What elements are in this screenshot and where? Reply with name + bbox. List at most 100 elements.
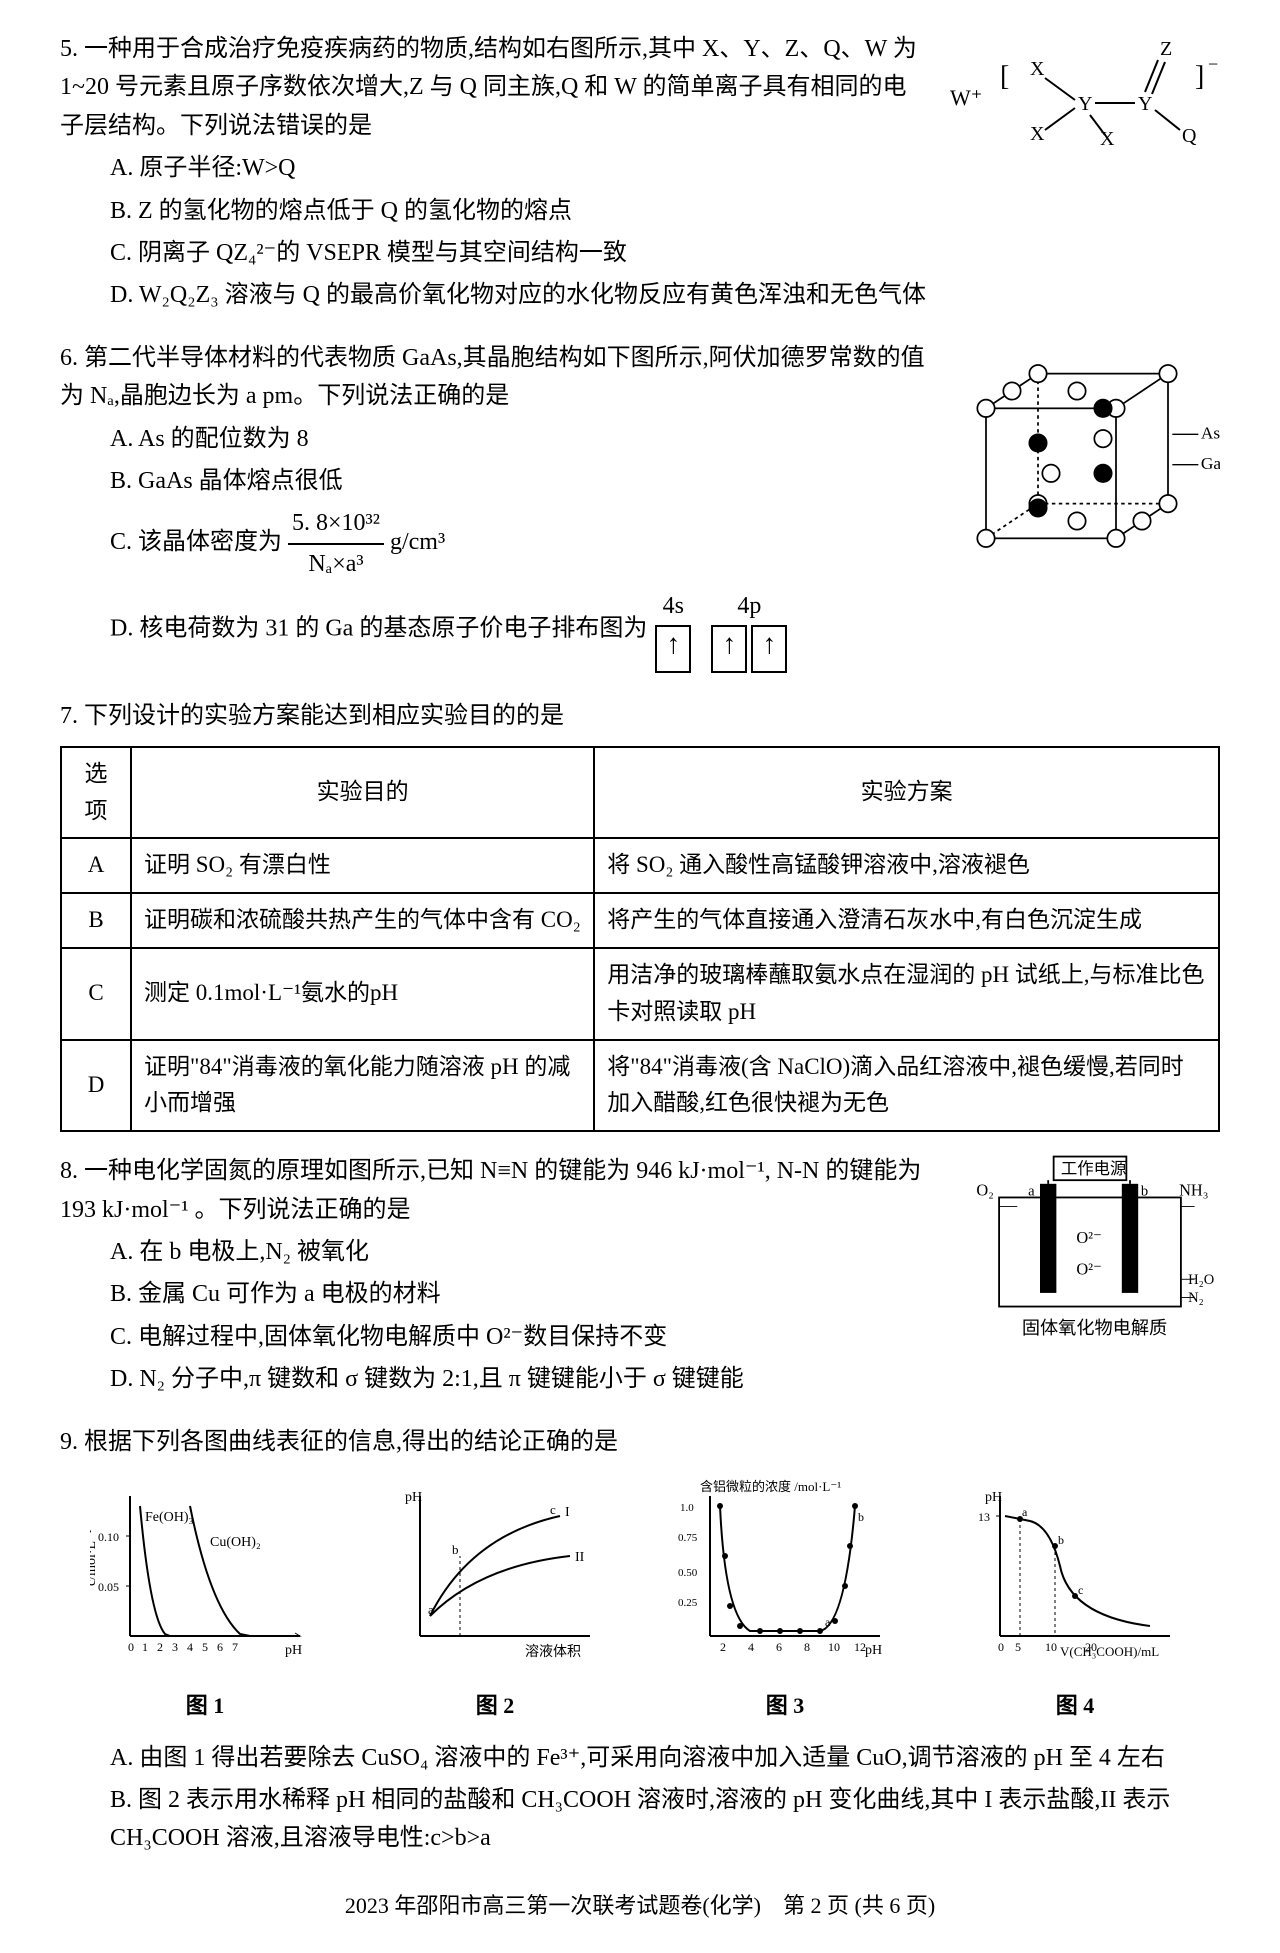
th-plan: 实验方案 <box>594 747 1219 839</box>
svg-text:b: b <box>1058 1533 1064 1547</box>
q9-number: 9. <box>60 1429 78 1455</box>
svg-text:Y: Y <box>1078 93 1092 115</box>
q9-text: 根据下列各图曲线表征的信息,得出的结论正确的是 <box>84 1429 618 1455</box>
chart-2: pH 溶液体积 I II a b c 图 2 <box>380 1476 610 1724</box>
orbital-box-icon: ↑ <box>655 625 691 673</box>
svg-text:Fe(OH)₃: Fe(OH)₃ <box>145 1510 194 1525</box>
svg-text:II: II <box>575 1550 585 1565</box>
svg-text:4: 4 <box>187 1640 193 1654</box>
svg-text:1: 1 <box>142 1640 148 1654</box>
question-5: W⁺ [ X X Y X Y Z Q ] − 5. 一种用于合成治疗免疫疾病药的… <box>60 30 1220 319</box>
svg-text:8: 8 <box>804 1640 810 1654</box>
table-row: D 证明"84"消毒液的氧化能力随溶液 pH 的减小而增强 将"84"消毒液(含… <box>61 1040 1219 1132</box>
svg-text:a: a <box>428 1602 434 1617</box>
chart1-label: 图 1 <box>90 1688 320 1723</box>
chart-1: c/mol·L⁻¹ pH Fe(OH)₃ Cu(OH)₂ 0.10 0.05 0… <box>90 1476 320 1724</box>
svg-text:pH: pH <box>405 1490 422 1505</box>
label-4p: 4p <box>737 593 761 619</box>
q9-optA: A. 由图 1 得出若要除去 CuSO₄ 溶液中的 Fe³⁺,可采用向溶液中加入… <box>60 1739 1220 1777</box>
chart4-label: 图 4 <box>960 1688 1190 1723</box>
question-9: 9. 根据下列各图曲线表征的信息,得出的结论正确的是 c/mol·L⁻¹ pH … <box>60 1423 1220 1858</box>
svg-text:0: 0 <box>998 1640 1004 1654</box>
svg-text:3: 3 <box>172 1640 178 1654</box>
q9-optB: B. 图 2 表示用水稀释 pH 相同的盐酸和 CH₃COOH 溶液时,溶液的 … <box>60 1781 1220 1858</box>
svg-text:b: b <box>452 1542 459 1557</box>
q8-number: 8. <box>60 1158 78 1184</box>
q7-text: 下列设计的实验方案能达到相应实验目的的是 <box>84 703 564 729</box>
svg-text:4: 4 <box>748 1640 754 1654</box>
q6-text: 第二代半导体材料的代表物质 GaAs,其晶胞结构如下图所示,阿伏加德罗常数的值为… <box>60 345 925 409</box>
svg-text:b: b <box>1141 1184 1148 1200</box>
svg-text:pH: pH <box>985 1490 1002 1505</box>
experiment-table: 选项 实验目的 实验方案 A 证明 SO₂ 有漂白性 将 SO₂ 通入酸性高锰酸… <box>60 746 1220 1132</box>
svg-text:]: ] <box>1195 61 1204 92</box>
svg-text:Z: Z <box>1160 38 1172 60</box>
orbital-box-icon: ↑ <box>751 625 787 673</box>
table-row: A 证明 SO₂ 有漂白性 将 SO₂ 通入酸性高锰酸钾溶液中,溶液褪色 <box>61 838 1219 893</box>
svg-text:N₂: N₂ <box>1188 1290 1204 1306</box>
svg-text:Ga: Ga <box>1201 454 1220 473</box>
q5-number: 5. <box>60 36 78 62</box>
question-6: As Ga 6. 第二代半导体材料的代表物质 GaAs,其晶胞结构如下图所示,阿… <box>60 339 1220 678</box>
svg-text:Y: Y <box>1138 93 1152 115</box>
svg-text:0.05: 0.05 <box>98 1580 119 1594</box>
chart-3: 含铝微粒的浓度 /mol·L⁻¹ pH a b 1.0 0.75 0.50 0.… <box>670 1476 900 1724</box>
q7-number: 7. <box>60 703 78 729</box>
svg-text:−: − <box>1208 54 1218 74</box>
svg-text:I: I <box>565 1505 570 1520</box>
svg-text:6: 6 <box>217 1640 223 1654</box>
svg-text:12: 12 <box>854 1640 866 1654</box>
svg-text:a: a <box>825 1615 831 1629</box>
svg-text:20: 20 <box>1085 1640 1097 1654</box>
svg-text:10: 10 <box>828 1640 840 1654</box>
q8-text: 一种电化学固氮的原理如图所示,已知 N≡N 的键能为 946 kJ·mol⁻¹,… <box>60 1158 921 1222</box>
question-7: 7. 下列设计的实验方案能达到相应实验目的的是 选项 实验目的 实验方案 A 证… <box>60 697 1220 1132</box>
table-row: B 证明碳和浓硫酸共热产生的气体中含有 CO₂ 将产生的气体直接通入澄清石灰水中… <box>61 893 1219 948</box>
svg-text:2: 2 <box>720 1640 726 1654</box>
svg-text:1.0: 1.0 <box>680 1502 694 1514</box>
label-caption: 固体氧化物电解质 <box>1022 1318 1167 1338</box>
q8-electro-diagram: 工作电源 a b O₂ NH₃ O²⁻ O²⁻ H₂O N₂ 固体氧化物电解质 <box>960 1152 1220 1364</box>
svg-text:[: [ <box>1000 61 1009 92</box>
frac-bot: Nₐ×a³ <box>288 545 384 583</box>
svg-text:O²⁻: O²⁻ <box>1076 1228 1101 1247</box>
label-power: 工作电源 <box>1061 1159 1126 1178</box>
label-4s: 4s <box>663 593 684 619</box>
q6-number: 6. <box>60 345 78 371</box>
q5-text: 一种用于合成治疗免疫疾病药的物质,结构如右图所示,其中 X、Y、Z、Q、W 为 … <box>60 36 917 139</box>
svg-text:7: 7 <box>232 1640 238 1654</box>
svg-text:6: 6 <box>776 1640 782 1654</box>
svg-text:pH: pH <box>865 1643 882 1658</box>
svg-text:0: 0 <box>128 1640 134 1654</box>
svg-text:H₂O: H₂O <box>1188 1272 1214 1288</box>
q6-optC-post: g/cm³ <box>390 529 445 555</box>
svg-text:X: X <box>1030 123 1045 145</box>
svg-text:V(CH₃COOH)/mL: V(CH₃COOH)/mL <box>1060 1644 1159 1659</box>
th-purpose: 实验目的 <box>131 747 594 839</box>
frac-top: 5. 8×10³² <box>288 504 384 544</box>
svg-text:2: 2 <box>157 1640 163 1654</box>
svg-text:溶液体积: 溶液体积 <box>525 1644 581 1660</box>
svg-text:5: 5 <box>202 1640 208 1654</box>
svg-text:NH₃: NH₃ <box>1179 1181 1208 1200</box>
svg-text:X: X <box>1030 58 1045 80</box>
q5-optB: B. Z 的氢化物的熔点低于 Q 的氢化物的熔点 <box>60 192 1220 230</box>
svg-text:As: As <box>1201 423 1220 442</box>
orbital-box-icon: ↑ <box>711 625 747 673</box>
svg-text:a: a <box>1028 1184 1035 1200</box>
svg-text:b: b <box>858 1510 864 1524</box>
page-footer: 2023 年邵阳市高三第一次联考试题卷(化学) 第 2 页 (共 6 页) <box>60 1888 1220 1923</box>
chart2-label: 图 2 <box>380 1688 610 1723</box>
svg-text:0.50: 0.50 <box>678 1567 698 1579</box>
table-row: C 测定 0.1mol·L⁻¹氨水的pH 用洁净的玻璃棒蘸取氨水点在湿润的 pH… <box>61 948 1219 1040</box>
question-8: 工作电源 a b O₂ NH₃ O²⁻ O²⁻ H₂O N₂ 固体氧化物电解质 … <box>60 1152 1220 1402</box>
svg-text:c: c <box>1078 1583 1083 1597</box>
th-option: 选项 <box>61 747 131 839</box>
svg-text:5: 5 <box>1015 1640 1021 1654</box>
q5-optD: D. W₂Q₂Z₃ 溶液与 Q 的最高价氧化物对应的水化物反应有黄色浑浊和无色气… <box>60 276 1220 314</box>
svg-text:10: 10 <box>1045 1640 1057 1654</box>
svg-text:0.10: 0.10 <box>98 1530 119 1544</box>
chart3-label: 图 3 <box>670 1688 900 1723</box>
q5-optC: C. 阴离子 QZ₄²⁻的 VSEPR 模型与其空间结构一致 <box>60 234 1220 272</box>
svg-text:Cu(OH)₂: Cu(OH)₂ <box>210 1535 261 1550</box>
